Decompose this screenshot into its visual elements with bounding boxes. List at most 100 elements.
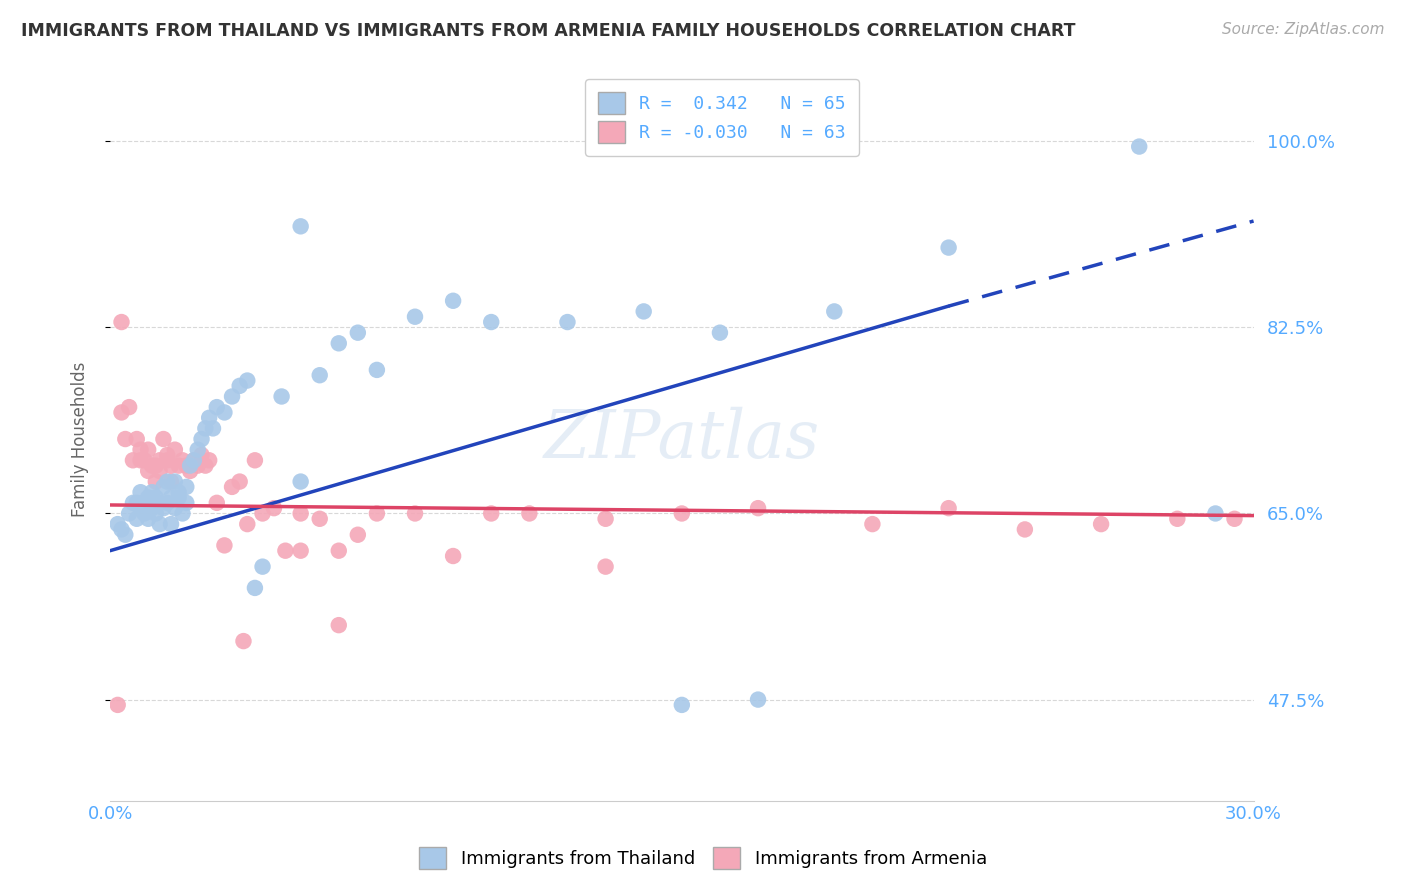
Point [156, 448, 179, 462]
Point [221, 480, 243, 494]
Point [183, 453, 205, 467]
Point [747, 501, 769, 516]
Point [194, 421, 217, 435]
Point [228, 475, 250, 489]
Point [167, 458, 190, 473]
Point [236, 517, 259, 532]
Point [122, 453, 145, 467]
Point [163, 475, 186, 489]
Point [205, 496, 228, 510]
Point [290, 475, 312, 489]
Point [141, 485, 163, 500]
Point [160, 517, 183, 532]
Point [938, 501, 960, 516]
Point [160, 491, 183, 505]
Point [187, 458, 209, 473]
Point [167, 491, 190, 505]
Point [145, 507, 167, 521]
Point [823, 304, 845, 318]
Point [122, 496, 145, 510]
Point [107, 517, 129, 532]
Point [1090, 517, 1112, 532]
Point [252, 507, 274, 521]
Point [441, 293, 464, 308]
Y-axis label: Family Households: Family Households [72, 361, 89, 516]
Point [167, 485, 190, 500]
Point [205, 400, 228, 414]
Point [125, 432, 148, 446]
Point [441, 549, 464, 563]
Text: ZIPatlas: ZIPatlas [544, 407, 820, 472]
Point [938, 241, 960, 255]
Point [517, 507, 540, 521]
Point [149, 517, 172, 532]
Legend: Immigrants from Thailand, Immigrants from Armenia: Immigrants from Thailand, Immigrants fro… [411, 838, 995, 879]
Point [214, 405, 236, 419]
Point [328, 543, 350, 558]
Point [595, 559, 617, 574]
Point [152, 432, 174, 446]
Point [156, 453, 179, 467]
Point [118, 400, 141, 414]
Point [110, 523, 132, 537]
Point [263, 501, 285, 516]
Point [308, 368, 330, 383]
Point [228, 379, 250, 393]
Point [479, 315, 502, 329]
Point [136, 464, 159, 478]
Point [141, 458, 163, 473]
Point [107, 698, 129, 712]
Point [347, 527, 370, 541]
Point [1128, 139, 1150, 153]
Point [290, 543, 312, 558]
Point [479, 507, 502, 521]
Point [134, 507, 156, 521]
Point [110, 315, 132, 329]
Point [160, 475, 183, 489]
Point [163, 442, 186, 457]
Legend: R =  0.342   N = 65, R = -0.030   N = 63: R = 0.342 N = 65, R = -0.030 N = 63 [585, 79, 859, 156]
Point [328, 336, 350, 351]
Point [152, 480, 174, 494]
Text: Source: ZipAtlas.com: Source: ZipAtlas.com [1222, 22, 1385, 37]
Point [270, 389, 292, 403]
Point [557, 315, 579, 329]
Point [125, 512, 148, 526]
Point [125, 496, 148, 510]
Point [243, 453, 266, 467]
Point [145, 458, 167, 473]
Point [129, 485, 152, 500]
Point [152, 501, 174, 516]
Point [274, 543, 297, 558]
Point [860, 517, 883, 532]
Point [149, 496, 172, 510]
Point [172, 507, 194, 521]
Point [198, 453, 221, 467]
Point [1223, 512, 1246, 526]
Point [172, 453, 194, 467]
Point [156, 496, 179, 510]
Point [1014, 523, 1036, 537]
Point [187, 442, 209, 457]
Point [145, 491, 167, 505]
Point [190, 432, 212, 446]
Text: IMMIGRANTS FROM THAILAND VS IMMIGRANTS FROM ARMENIA FAMILY HOUSEHOLDS CORRELATIO: IMMIGRANTS FROM THAILAND VS IMMIGRANTS F… [21, 22, 1076, 40]
Point [176, 496, 198, 510]
Point [1166, 512, 1188, 526]
Point [183, 453, 205, 467]
Point [129, 442, 152, 457]
Point [404, 310, 426, 324]
Point [347, 326, 370, 340]
Point [176, 458, 198, 473]
Point [328, 618, 350, 632]
Point [136, 442, 159, 457]
Point [290, 219, 312, 234]
Point [149, 453, 172, 467]
Point [308, 512, 330, 526]
Point [129, 501, 152, 516]
Point [252, 559, 274, 574]
Point [1204, 507, 1226, 521]
Point [179, 464, 201, 478]
Point [179, 458, 201, 473]
Point [114, 432, 136, 446]
